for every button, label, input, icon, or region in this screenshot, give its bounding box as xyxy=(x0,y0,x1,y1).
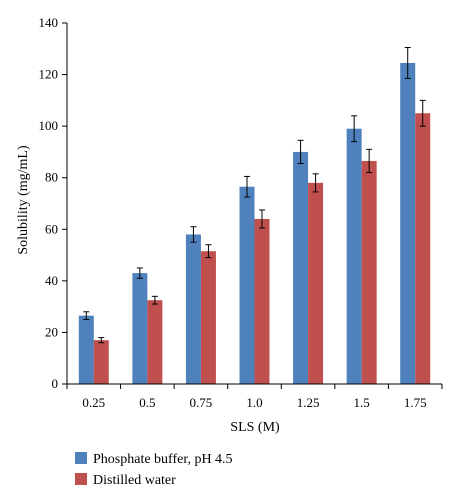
legend-swatch-phosphate-buffer xyxy=(75,452,87,464)
bar xyxy=(132,273,148,384)
y-tick-label: 40 xyxy=(45,273,58,288)
x-tick-label: 0.5 xyxy=(139,395,155,410)
axes-layer xyxy=(66,23,442,385)
bar xyxy=(93,340,109,384)
legend-label-distilled-water: Distilled water xyxy=(93,473,176,488)
x-tick-label: 1.0 xyxy=(246,395,262,410)
bar xyxy=(361,160,377,384)
y-tick-label: 140 xyxy=(39,15,59,30)
x-tick-label: 1.5 xyxy=(354,395,370,410)
bar xyxy=(293,151,309,384)
y-tick-label: 60 xyxy=(45,221,58,236)
y-tick-label: 20 xyxy=(45,324,58,339)
bar xyxy=(185,234,201,384)
bar xyxy=(200,251,216,384)
x-tick-label: 0.25 xyxy=(82,395,105,410)
bar xyxy=(239,186,255,384)
x-tick-label: 0.75 xyxy=(190,395,213,410)
bar xyxy=(147,300,163,384)
x-tick-label: 1.75 xyxy=(404,395,427,410)
bar xyxy=(78,315,94,384)
legend-label-phosphate-buffer: Phosphate buffer, pH 4.5 xyxy=(93,452,233,467)
bar xyxy=(346,128,362,384)
x-tick-label: 1.25 xyxy=(297,395,320,410)
legend: Phosphate buffer, pH 4.5 Distilled water xyxy=(75,452,233,488)
y-ticks: 0 20 40 60 80 100 120 140 xyxy=(39,15,67,391)
y-tick-label: 120 xyxy=(39,67,59,82)
error-bars-layer xyxy=(83,46,426,344)
bar xyxy=(415,113,431,384)
x-ticks: 0.25 0.5 0.75 1.0 1.25 1.5 1.75 xyxy=(66,384,443,410)
y-tick-label: 0 xyxy=(52,376,59,391)
y-axis-title: Solubility (mg/mL) xyxy=(16,145,31,255)
y-tick-label: 80 xyxy=(45,170,58,185)
y-tick-label: 100 xyxy=(39,118,59,133)
bar xyxy=(400,62,416,384)
legend-swatch-distilled-water xyxy=(75,473,87,485)
x-axis-title: SLS (M) xyxy=(230,420,280,435)
bar xyxy=(254,218,270,384)
bar xyxy=(308,182,324,384)
bars-layer xyxy=(78,62,431,384)
